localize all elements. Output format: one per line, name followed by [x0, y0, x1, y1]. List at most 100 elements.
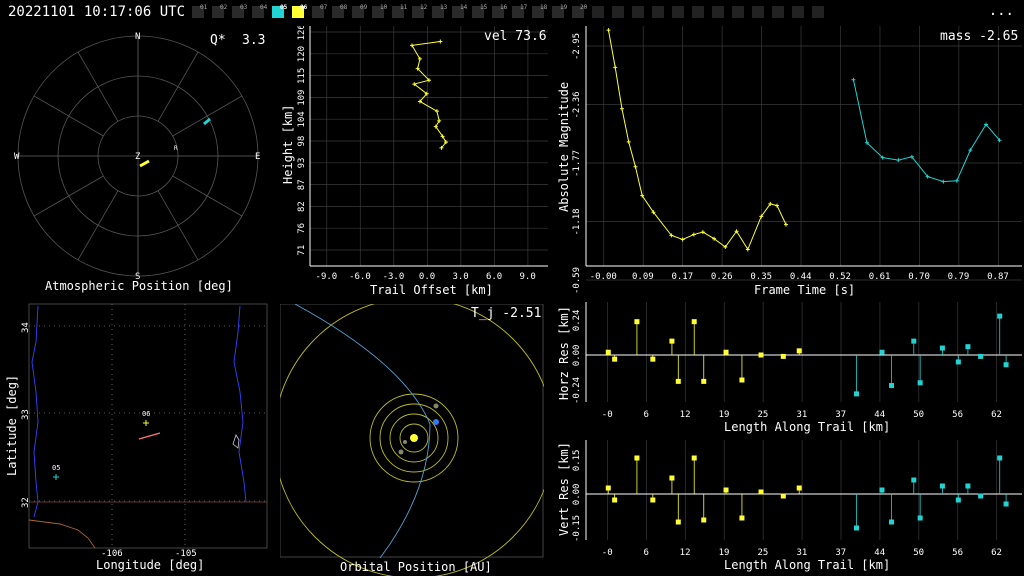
camera-toggle-15[interactable]: 15: [472, 4, 487, 18]
atmospheric-position-label: Atmospheric Position [deg]: [45, 279, 233, 293]
camera-slot[interactable]: [612, 6, 624, 18]
camera-toggle-01[interactable]: 01: [192, 4, 207, 18]
polar-spoke: [172, 175, 243, 217]
camera-label: 06: [300, 4, 308, 11]
y-tick-label: -0.59: [572, 267, 582, 294]
camera-toggle-08[interactable]: 08: [332, 4, 348, 18]
y-tick-label: 0.00: [572, 484, 582, 506]
residual-point: [612, 497, 618, 503]
camera-toggle-03[interactable]: 03: [232, 4, 247, 18]
residual-point: [796, 348, 802, 354]
magnitude-point: [768, 201, 773, 206]
horz-length-axis-label: Length Along Trail [km]: [724, 420, 890, 434]
magnitude-point: [700, 230, 705, 235]
sun-marker: [410, 434, 418, 442]
camera-slot[interactable]: [732, 6, 744, 18]
y-tick-label: 109: [297, 90, 307, 106]
y-tick-label: 115: [297, 68, 307, 84]
x-tick-label: 0.17: [671, 272, 693, 282]
magnitude-point: [784, 222, 789, 227]
x-tick-label: 56: [952, 548, 963, 558]
residual-point: [911, 338, 917, 344]
camera-label: 02: [220, 4, 228, 11]
tisserand-label: T_j -2.51: [471, 306, 541, 321]
magnitude-point: [851, 77, 856, 82]
vert-res-axis-label: Vert Res [km]: [557, 442, 571, 536]
camera-toggle-11[interactable]: 11: [392, 4, 407, 18]
residual-point: [1003, 362, 1009, 368]
camera-toggle-13[interactable]: 13: [432, 4, 447, 18]
residual-point: [739, 377, 745, 383]
camera-slot[interactable]: [592, 6, 604, 18]
polar-spoke: [157, 190, 199, 261]
camera-toggle-05[interactable]: 05: [272, 4, 287, 18]
x-tick-label: 6: [644, 410, 649, 420]
coastline-east: [233, 305, 247, 503]
y-tick-label: -1.18: [572, 208, 582, 235]
horizontal-residuals-plot: 0.24 0.00 -0.24 -0 6 12 19 25 31 37 44 50 56 62 Lengt…: [557, 302, 1022, 434]
horz-res-axis-label: Horz Res [km]: [557, 306, 571, 400]
camera-toggle-12[interactable]: 12: [412, 4, 428, 18]
camera-slot[interactable]: [692, 6, 704, 18]
height-point: [434, 109, 439, 114]
x-tick-label: 9.0: [519, 272, 535, 282]
camera-toggle-04[interactable]: 04: [252, 4, 267, 18]
y-tick-label: 120: [297, 46, 307, 62]
y-tick-label: 87: [297, 179, 307, 190]
camera-label: 12: [420, 4, 428, 11]
vertical-residuals-plot: 0.15 0.00 -0.15 -0 6 12 19 25 31 37 44 50 56 62 Lengt…: [557, 440, 1022, 572]
camera-toggle-14[interactable]: 14: [452, 4, 467, 18]
x-tick-label: -9.0: [316, 272, 338, 282]
camera-toggle-10[interactable]: 10: [372, 4, 387, 18]
more-menu-button[interactable]: ...: [988, 3, 1014, 19]
polar-spoke: [33, 175, 104, 217]
height-point: [427, 78, 431, 83]
camera-slot[interactable]: [652, 6, 664, 18]
polar-spoke: [33, 95, 104, 137]
velocity-label: vel 73.6: [484, 29, 547, 44]
residual-point: [780, 353, 786, 359]
height-point: [417, 56, 422, 61]
y-tick-label: 93: [297, 158, 307, 169]
magnitude-point: [968, 148, 973, 153]
camera-toggle-02[interactable]: 02: [212, 4, 228, 18]
camera-slot[interactable]: [812, 6, 824, 18]
x-tick-label: 19: [719, 548, 730, 558]
residual-point: [669, 338, 675, 344]
residual-point: [955, 359, 961, 365]
camera-slot[interactable]: [632, 6, 644, 18]
magnitude-point: [997, 138, 1002, 143]
residual-point: [758, 489, 764, 495]
camera-label: 08: [340, 4, 348, 11]
coastline-west: [31, 305, 39, 518]
camera-slot[interactable]: [752, 6, 764, 18]
camera-toggle-18[interactable]: 18: [532, 4, 548, 18]
compass-n: N: [135, 32, 140, 42]
camera-toggle-09[interactable]: 09: [352, 4, 367, 18]
polar-spoke: [77, 51, 119, 122]
residual-point: [723, 487, 729, 493]
camera-label: 20: [580, 4, 588, 11]
camera-slot[interactable]: [712, 6, 724, 18]
camera-toggle-19[interactable]: 19: [552, 4, 567, 18]
camera-toggle-07[interactable]: 07: [312, 4, 327, 18]
height-point: [412, 82, 417, 87]
residual-point: [879, 349, 885, 355]
longitude-axis-label: Longitude [deg]: [96, 558, 204, 572]
height-axis-label: Height [km]: [281, 105, 295, 184]
residual-point: [939, 483, 945, 489]
compass-w: W: [14, 152, 20, 162]
camera-toggle-16[interactable]: 16: [492, 4, 507, 18]
track-camera-05: [203, 117, 211, 126]
camera-toggle-17[interactable]: 17: [512, 4, 527, 18]
camera-slot[interactable]: [792, 6, 804, 18]
residual-point: [701, 378, 707, 384]
camera-toggle-06[interactable]: 06: [292, 4, 308, 18]
camera-label: 18: [540, 4, 548, 11]
magnitude-point: [880, 155, 885, 160]
residual-point: [965, 483, 971, 489]
camera-slot[interactable]: [772, 6, 784, 18]
camera-slot[interactable]: [672, 6, 684, 18]
residual-point: [691, 455, 697, 461]
camera-toggle-20[interactable]: 20: [572, 4, 588, 18]
